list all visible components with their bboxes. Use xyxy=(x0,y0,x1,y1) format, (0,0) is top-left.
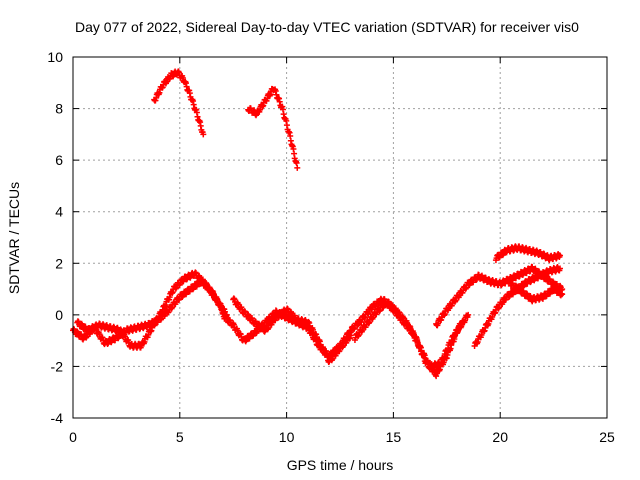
data-point xyxy=(200,131,207,138)
data-point xyxy=(294,164,301,171)
series-arc-11 xyxy=(492,243,564,264)
data-point xyxy=(465,311,472,318)
data-point xyxy=(557,252,564,259)
y-tick-label: 4 xyxy=(55,204,63,220)
series-arc-2 xyxy=(74,269,230,351)
y-tick-label: -2 xyxy=(51,358,64,374)
y-tick-label: 6 xyxy=(55,152,63,168)
data-point xyxy=(458,319,465,326)
x-tick-label: 10 xyxy=(279,429,295,445)
x-tick-label: 25 xyxy=(599,429,615,445)
data-point xyxy=(559,291,566,298)
grid xyxy=(73,57,607,418)
x-tick-label: 5 xyxy=(176,429,184,445)
series-arc-6 xyxy=(230,295,354,365)
x-tick-label: 0 xyxy=(69,429,77,445)
series-arc-10 xyxy=(471,264,564,349)
plot-frame xyxy=(72,56,608,419)
chart-title: Day 077 of 2022, Sidereal Day-to-day VTE… xyxy=(75,19,579,35)
y-tick-label: 8 xyxy=(55,101,63,117)
series-arc-8 xyxy=(351,298,465,372)
data-points xyxy=(70,68,566,380)
x-tick-label: 20 xyxy=(492,429,508,445)
y-tick-label: 0 xyxy=(55,307,63,323)
series-arc-4 xyxy=(245,85,301,171)
data-point xyxy=(557,265,564,272)
series-arc-3 xyxy=(151,68,207,138)
x-axis-label: GPS time / hours xyxy=(287,457,394,473)
axis-ticks: 0 5 10 15 20 25 -4 -2 0 2 4 6 8 10 xyxy=(47,49,615,445)
series-arc-9 xyxy=(433,263,566,329)
y-tick-label: 10 xyxy=(47,49,63,65)
series-arc-12 xyxy=(507,280,566,305)
x-tick-label: 15 xyxy=(386,429,402,445)
y-tick-label: -4 xyxy=(51,410,64,426)
y-axis-label: SDTVAR / TECUs xyxy=(6,182,22,294)
y-tick-label: 2 xyxy=(55,255,63,271)
